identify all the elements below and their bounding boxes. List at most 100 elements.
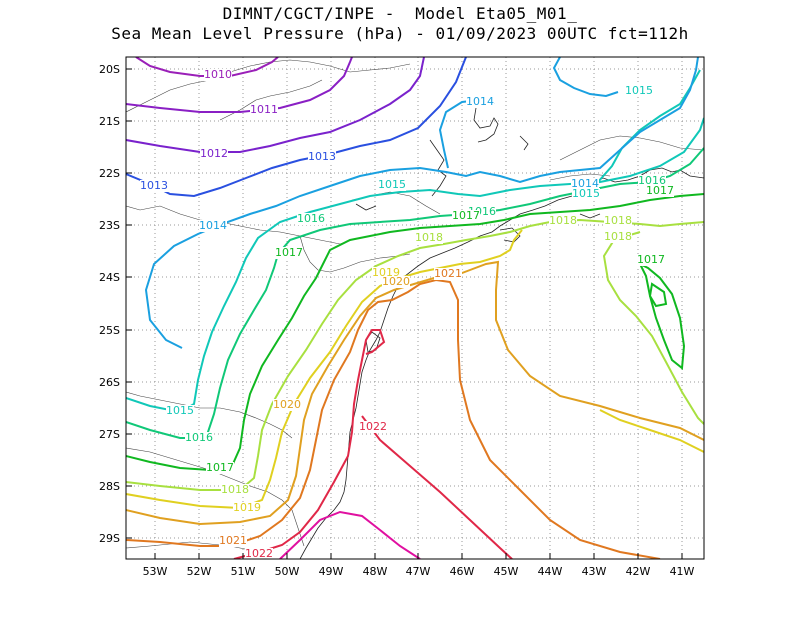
isobar-label-bg <box>572 188 600 200</box>
lon-label: 48W <box>363 565 388 578</box>
isobar-label: 1021 <box>434 267 462 280</box>
longitude-axis: 53W 52W 51W 50W 49W 48W 47W 46W 45W 44W 43W 42W 41W <box>143 553 695 578</box>
isobar-1019b <box>599 409 704 453</box>
isobar-1017 <box>126 193 704 472</box>
isobar-label: 1020 <box>273 398 301 411</box>
isobar-1020 <box>126 260 704 526</box>
isobar-label-bg <box>185 432 213 444</box>
map-title: DIMNT/CGCT/INPE - Model Eta05_M01_ <box>222 4 578 23</box>
isobar-label: 1017 <box>646 184 674 197</box>
isobar-label: 1019 <box>233 501 261 514</box>
lat-label: 21S <box>99 115 120 128</box>
isobar-label-bg <box>378 179 406 191</box>
isobar-label-bg <box>359 421 387 433</box>
state-borders <box>126 59 704 555</box>
isobar-1018 <box>126 218 704 491</box>
isobar-label: 1018 <box>415 231 443 244</box>
isobar-label-bg <box>233 502 261 514</box>
isobar-label-bg <box>245 548 273 559</box>
isobar-label-bg <box>273 399 301 411</box>
lat-label: 24S <box>99 271 120 284</box>
isobar-label-bg <box>452 210 480 222</box>
isobar-label: 1014 <box>466 95 494 108</box>
isobar-label-bg <box>221 484 249 496</box>
isobar-label: 1015 <box>625 84 653 97</box>
isobar-label: 1015 <box>572 187 600 200</box>
isobar-label-bg <box>204 69 232 81</box>
lon-label: 49W <box>319 565 344 578</box>
isobar-1014b <box>438 98 495 169</box>
isobar-label: 1022 <box>245 547 273 560</box>
isobar-label-bg <box>638 175 666 187</box>
lon-label: 43W <box>582 565 607 578</box>
isobar-1021 <box>126 278 661 559</box>
isobar-label-bg <box>200 148 228 160</box>
isobar-label-bg <box>549 215 577 227</box>
isobar-1013 <box>126 57 467 198</box>
isobar-label: 1015 <box>378 178 406 191</box>
lon-label: 44W <box>538 565 563 578</box>
isobar-1011 <box>126 57 353 113</box>
isobar-label-bg <box>604 231 632 243</box>
isobar-1014c <box>552 57 619 98</box>
isobar-label-bg <box>219 535 247 547</box>
isobar-1017b <box>637 261 686 370</box>
isobar-label: 1016 <box>185 431 213 444</box>
lat-label: 20S <box>99 63 120 76</box>
isobar-label: 1012 <box>200 147 228 160</box>
lon-label: 50W <box>275 565 300 578</box>
lat-label: 29S <box>99 532 120 545</box>
isobar-label-bg <box>604 215 632 227</box>
lon-label: 47W <box>406 565 431 578</box>
plot-frame <box>125 56 705 560</box>
isobar-label: 1018 <box>604 214 632 227</box>
isobar-1022 <box>233 329 386 559</box>
lon-label: 53W <box>143 565 168 578</box>
isobar-1012 <box>126 57 425 153</box>
isobar-label: 1022 <box>359 420 387 433</box>
isobar-label-bg <box>466 96 494 108</box>
lat-label: 25S <box>99 324 120 337</box>
isobar-label: 1017 <box>637 253 665 266</box>
isobar-label-bg <box>415 232 443 244</box>
grid-lines <box>126 57 704 559</box>
lat-label: 23S <box>99 219 120 232</box>
lon-label: 52W <box>187 565 212 578</box>
isobars <box>126 57 704 559</box>
isobar-label: 1016 <box>638 174 666 187</box>
isobar-label: 1018 <box>604 230 632 243</box>
lon-label: 46W <box>450 565 475 578</box>
isobar-label: 1018 <box>221 483 249 496</box>
lon-label: 42W <box>626 565 651 578</box>
lat-label: 22S <box>99 167 120 180</box>
isobar-label-bg <box>297 213 325 225</box>
isobar-1022b <box>361 415 513 559</box>
isobar-label-bg <box>571 178 599 190</box>
isobar-label: 1013 <box>140 179 168 192</box>
lat-label: 26S <box>99 376 120 389</box>
isobar-label-bg <box>382 276 410 288</box>
lon-label: 45W <box>494 565 519 578</box>
lat-label: 28S <box>99 480 120 493</box>
isobar-1018b <box>602 231 704 425</box>
map-subtitle: Sea Mean Level Pressure (hPa) - 01/09/20… <box>111 24 689 43</box>
isobar-1015b <box>597 69 701 183</box>
isobar-label-bg <box>166 405 194 417</box>
lat-label: 27S <box>99 428 120 441</box>
isobar-label: 1017 <box>452 209 480 222</box>
isobar-label-bg <box>206 462 234 474</box>
isobar-label-bg <box>308 151 336 163</box>
isobar-label: 1018 <box>549 214 577 227</box>
isobar-1017c <box>648 282 668 308</box>
isobar-label: 1019 <box>372 266 400 279</box>
isobar-label: 1016 <box>297 212 325 225</box>
isobar-1014 <box>144 57 699 349</box>
isobar-1015 <box>126 117 704 414</box>
isobar-label: 1017 <box>275 246 303 259</box>
latitude-axis: 20S 21S 22S 23S 24S 25S 26S 27S 28S 29S <box>99 63 132 545</box>
lon-label: 41W <box>670 565 695 578</box>
isobar-label-bg <box>275 247 303 259</box>
isobar-label-bg <box>646 185 674 197</box>
isobar-label: 1010 <box>204 68 232 81</box>
